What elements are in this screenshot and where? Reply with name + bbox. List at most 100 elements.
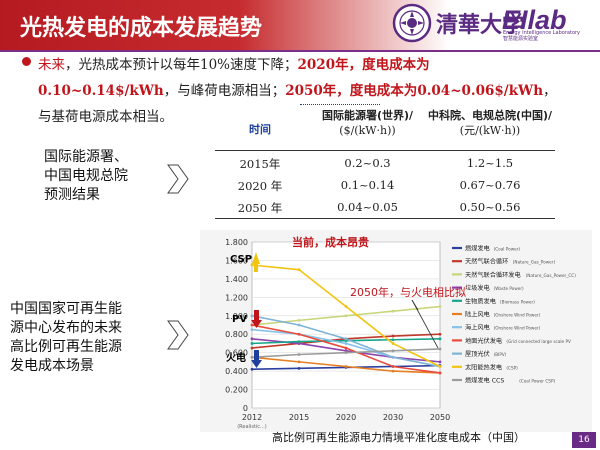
series-point (297, 340, 301, 343)
series-point (344, 305, 348, 308)
table-rule (215, 150, 555, 151)
y-tick-label: 0 (243, 404, 248, 413)
annotation-future: 2050年，与火电相比拟 (350, 285, 466, 299)
col-header-time: 时间 (249, 123, 271, 136)
slide-title: 光热发电的成本发展趋势 (20, 16, 263, 41)
legend-entry-en: (CSP) (506, 365, 518, 370)
legend-entry: 天然气联合循环发电 (465, 271, 521, 279)
x-tick-label: 2020 (336, 413, 356, 422)
csp-arrow-icon (252, 252, 260, 264)
header-divider (0, 50, 600, 52)
annotation-pointer (411, 299, 439, 349)
series-point (344, 314, 348, 318)
col-header-iea: 国际能源署(世界)/ ($/(kW·h)) (321, 109, 414, 137)
chevron-right-icon (167, 164, 189, 194)
csp-arrow-icon (254, 264, 258, 272)
series-point (344, 337, 348, 341)
legend-entry-en: (Onshore Wind Power) (494, 326, 541, 331)
title-bar: 光热发电的成本发展趋势 清華大学 EIlab Energy Intelligen… (0, 0, 600, 50)
label-thermal: 火电 (226, 351, 246, 364)
table-rule (215, 218, 555, 219)
x-tick-label: 2050 (430, 413, 450, 422)
legend-entry-en: (Coal Power CSP) (519, 379, 555, 384)
cost-scenario-chart: 0 0.200 0.400 0.600 0.800 1.000 1.200 1.400 1.60… (200, 230, 592, 432)
series-point (250, 323, 254, 327)
annotation-pointer (411, 299, 419, 311)
table-cell-iea: 0.1~0.14 (340, 178, 395, 192)
series-point (250, 328, 254, 332)
table-cell-iea: 0.2~0.3 (344, 156, 391, 170)
annotation-current: 当前，成本昂贵 (292, 235, 369, 249)
series-point (391, 309, 395, 313)
table-cell-year: 2015年 (239, 157, 281, 171)
forecast-source-label: 国际能源署、 中国电规总院 预测结果 (44, 149, 128, 203)
y-tick-label: 0.400 (225, 367, 248, 376)
year2050-value: 0.04~0.06$/kWh (417, 83, 544, 99)
legend-entry: 垃圾发电 (465, 284, 490, 292)
series-point (297, 360, 301, 364)
year2020-text: ，与峰荷电源相当； (163, 83, 286, 99)
series-point (250, 337, 254, 341)
x-tick-label: 2015 (289, 413, 309, 422)
eilab-logo: EIlab (502, 5, 567, 35)
year2020-value: 0.10~0.14$/kWh (38, 83, 164, 99)
table-cell-cas: 0.50~0.56 (459, 200, 521, 214)
series-point (250, 355, 254, 359)
bullet-dot-icon (22, 57, 31, 66)
future-label: 未来 (38, 57, 65, 73)
x-tick-label: 2030 (383, 413, 403, 422)
legend-entry-en: (BIPV) (494, 352, 507, 357)
series-point (250, 263, 254, 267)
table-cell-cas: 0.67~0.76 (459, 178, 521, 192)
legend-entry-en: (Nature_Gas_Power) (513, 260, 556, 265)
x-tick-label: 2012 (242, 413, 262, 422)
series-point (297, 332, 301, 336)
label-csp: CSP (230, 254, 252, 265)
legend-entry: 燃煤发电 (465, 245, 490, 253)
page-number: 16 (572, 432, 596, 448)
legend-entry-en: (Biomass Power) (500, 299, 535, 304)
series-point (438, 365, 442, 368)
y-tick-label: 1.800 (225, 238, 248, 247)
series-point (391, 369, 395, 373)
series-point (344, 346, 348, 350)
legend-entry-en: (Coal Power) (494, 247, 521, 252)
series-point (297, 318, 301, 322)
series-point (297, 366, 301, 370)
col-header-cas: 中科院、电规总院(中国)/ (元/(kW·h)) (427, 109, 553, 137)
table-cell-year: 2020 年 (237, 179, 283, 193)
y-tick-label: 1.600 (225, 256, 248, 265)
year2050-label: 2050年，度电成本为 (285, 83, 418, 99)
series-point (438, 347, 442, 351)
series-point (391, 338, 395, 342)
chart-caption: 高比例可再生能源电力情境平准化度电成本（中国） (272, 431, 525, 444)
series-point (438, 337, 442, 341)
legend-entry-en: (Onshore Wind Power) (494, 313, 541, 318)
y-tick-label: 1.200 (225, 293, 248, 302)
table-cell-cas: 1.2~1.5 (466, 156, 514, 170)
summary-paragraph: 未来，光热成本预计以每年10%速度下降；2020年，度电成本为 0.10~0.14… (38, 52, 568, 130)
eilab-subtitle: Energy Intelligence Laboratory 智慧能源实验室 (503, 30, 581, 42)
series-point (297, 323, 301, 327)
scenario-source-label: 中国国家可再生能 源中心发布的未来 高比例可再生能源 发电成本场景 (10, 301, 122, 374)
table-cell-iea: 0.04~0.05 (337, 200, 398, 214)
thermal-arrow-icon (251, 360, 262, 368)
label-pv: PV (232, 314, 247, 325)
y-tick-label: 0.800 (225, 330, 248, 339)
series-point (391, 349, 395, 353)
legend-entry: 天然气联合循环 (465, 258, 508, 266)
dotted-divider (300, 104, 380, 105)
series-point (297, 353, 301, 356)
series-point (391, 355, 395, 359)
legend-entry-en: (Waste Power) (494, 286, 524, 291)
table-cell-year: 2050 年 (237, 201, 283, 215)
series-point (438, 305, 442, 308)
series-point (391, 342, 395, 345)
y-tick-label: 1.000 (225, 312, 248, 321)
series-point (250, 314, 254, 318)
series-point (438, 360, 442, 364)
series-point (344, 365, 348, 368)
university-seal-icon (392, 3, 432, 43)
series-point (391, 334, 395, 338)
series-point (344, 351, 348, 355)
